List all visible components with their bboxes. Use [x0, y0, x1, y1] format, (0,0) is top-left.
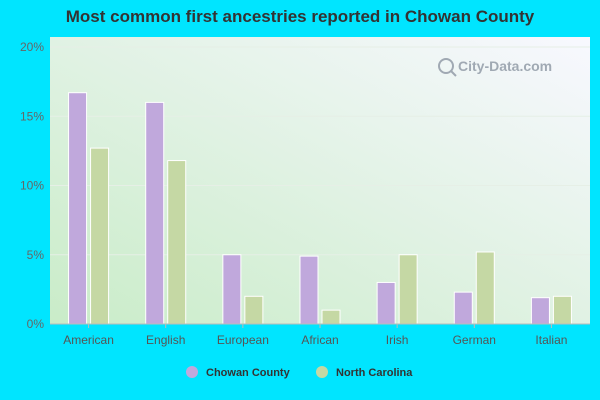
x-tick-label: European: [217, 333, 269, 347]
y-axis-ticks: 0% 5% 10% 15% 20%: [20, 40, 44, 331]
bars: [68, 92, 572, 325]
x-axis-ticks: American English European African Irish Germa…: [63, 324, 567, 347]
bar-chowan-county-european: [222, 254, 242, 325]
x-tick-label: Italian: [535, 333, 567, 347]
gridlines: [50, 46, 590, 256]
bar-chowan-county-german: [453, 291, 473, 325]
y-tick-label: 20%: [20, 40, 44, 54]
watermark: City-Data.com: [438, 58, 552, 77]
y-tick-label: 15%: [20, 109, 44, 123]
bar-chowan-county-irish: [376, 281, 396, 325]
plot-area: [50, 37, 590, 324]
bar-chowan-county-african: [299, 255, 319, 325]
bar-north-carolina-italian: [552, 295, 572, 325]
y-tick-label: 0%: [27, 317, 45, 331]
bar-chowan-county-italian: [530, 297, 550, 325]
legend-label: Chowan County: [206, 367, 291, 379]
x-tick-label: German: [453, 333, 496, 347]
bar-north-carolina-german: [475, 251, 495, 325]
bar-north-carolina-european: [244, 295, 264, 325]
bar-chowan-county-american: [68, 92, 88, 325]
watermark-text: City-Data.com: [458, 58, 552, 74]
legend: Chowan County North Carolina: [186, 366, 413, 379]
x-tick-label: Irish: [386, 333, 409, 347]
watermark-logo-icon: [438, 58, 454, 74]
legend-swatch: [186, 366, 198, 378]
bar-north-carolina-african: [321, 309, 341, 325]
y-tick-label: 10%: [20, 179, 44, 193]
y-tick-label: 5%: [27, 248, 45, 262]
bar-north-carolina-american: [90, 147, 110, 325]
x-tick-label: American: [63, 333, 114, 347]
legend-swatch: [316, 366, 328, 378]
bar-north-carolina-irish: [398, 254, 418, 325]
legend-label: North Carolina: [336, 367, 413, 379]
chart-title: Most common first ancestries reported in…: [65, 7, 535, 26]
bar-chowan-county-english: [145, 101, 165, 325]
bar-north-carolina-english: [167, 160, 187, 325]
x-tick-label: English: [146, 333, 185, 347]
x-tick-label: African: [301, 333, 338, 347]
